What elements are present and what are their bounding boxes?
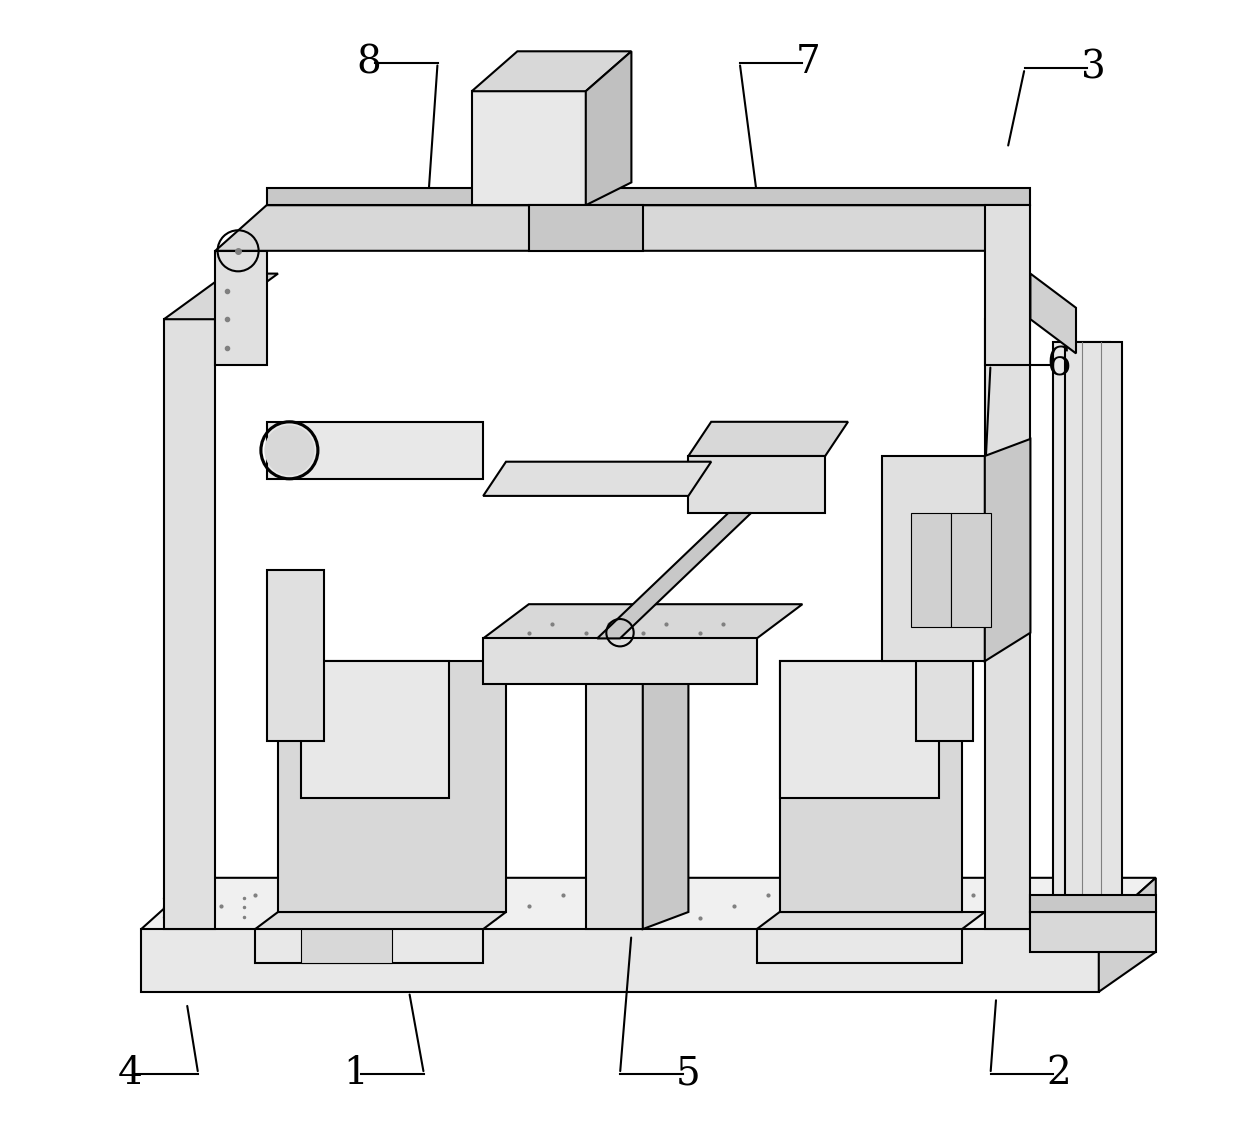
Polygon shape bbox=[1065, 342, 1122, 929]
Polygon shape bbox=[585, 627, 642, 929]
Polygon shape bbox=[141, 878, 1156, 929]
Polygon shape bbox=[642, 616, 688, 929]
Text: 4: 4 bbox=[118, 1056, 143, 1092]
Text: 7: 7 bbox=[796, 44, 821, 81]
Polygon shape bbox=[267, 570, 324, 741]
Polygon shape bbox=[255, 929, 484, 963]
Polygon shape bbox=[216, 205, 1030, 251]
Polygon shape bbox=[916, 570, 973, 741]
Polygon shape bbox=[301, 929, 392, 963]
Polygon shape bbox=[780, 661, 962, 912]
Polygon shape bbox=[164, 274, 278, 319]
Circle shape bbox=[264, 425, 315, 475]
Text: 3: 3 bbox=[1081, 50, 1106, 87]
Polygon shape bbox=[1030, 895, 1156, 912]
Polygon shape bbox=[598, 513, 751, 638]
Polygon shape bbox=[756, 929, 962, 963]
Polygon shape bbox=[528, 205, 642, 251]
Polygon shape bbox=[471, 51, 631, 91]
Polygon shape bbox=[910, 513, 951, 627]
Polygon shape bbox=[255, 912, 506, 929]
Text: 5: 5 bbox=[676, 1056, 701, 1092]
Polygon shape bbox=[985, 439, 1030, 661]
Polygon shape bbox=[1030, 274, 1076, 353]
Polygon shape bbox=[985, 205, 1030, 365]
Text: 2: 2 bbox=[1047, 1056, 1071, 1092]
Polygon shape bbox=[688, 456, 825, 513]
Text: 8: 8 bbox=[357, 44, 382, 81]
Polygon shape bbox=[216, 251, 267, 365]
Polygon shape bbox=[164, 319, 216, 929]
Polygon shape bbox=[882, 456, 985, 661]
Polygon shape bbox=[141, 929, 1099, 992]
Text: 6: 6 bbox=[1047, 347, 1071, 383]
Polygon shape bbox=[688, 422, 848, 456]
Polygon shape bbox=[301, 661, 449, 798]
Polygon shape bbox=[951, 513, 991, 627]
Polygon shape bbox=[484, 638, 756, 684]
Text: 1: 1 bbox=[343, 1056, 368, 1092]
Polygon shape bbox=[1099, 878, 1156, 992]
Polygon shape bbox=[267, 422, 484, 479]
Polygon shape bbox=[484, 604, 802, 638]
Polygon shape bbox=[471, 91, 585, 205]
Polygon shape bbox=[484, 462, 712, 496]
Polygon shape bbox=[1053, 342, 1110, 929]
Polygon shape bbox=[278, 661, 506, 912]
Polygon shape bbox=[780, 661, 939, 798]
Polygon shape bbox=[1030, 912, 1156, 952]
Polygon shape bbox=[585, 51, 631, 205]
Polygon shape bbox=[985, 319, 1030, 929]
Polygon shape bbox=[267, 188, 1030, 205]
Polygon shape bbox=[756, 912, 985, 929]
